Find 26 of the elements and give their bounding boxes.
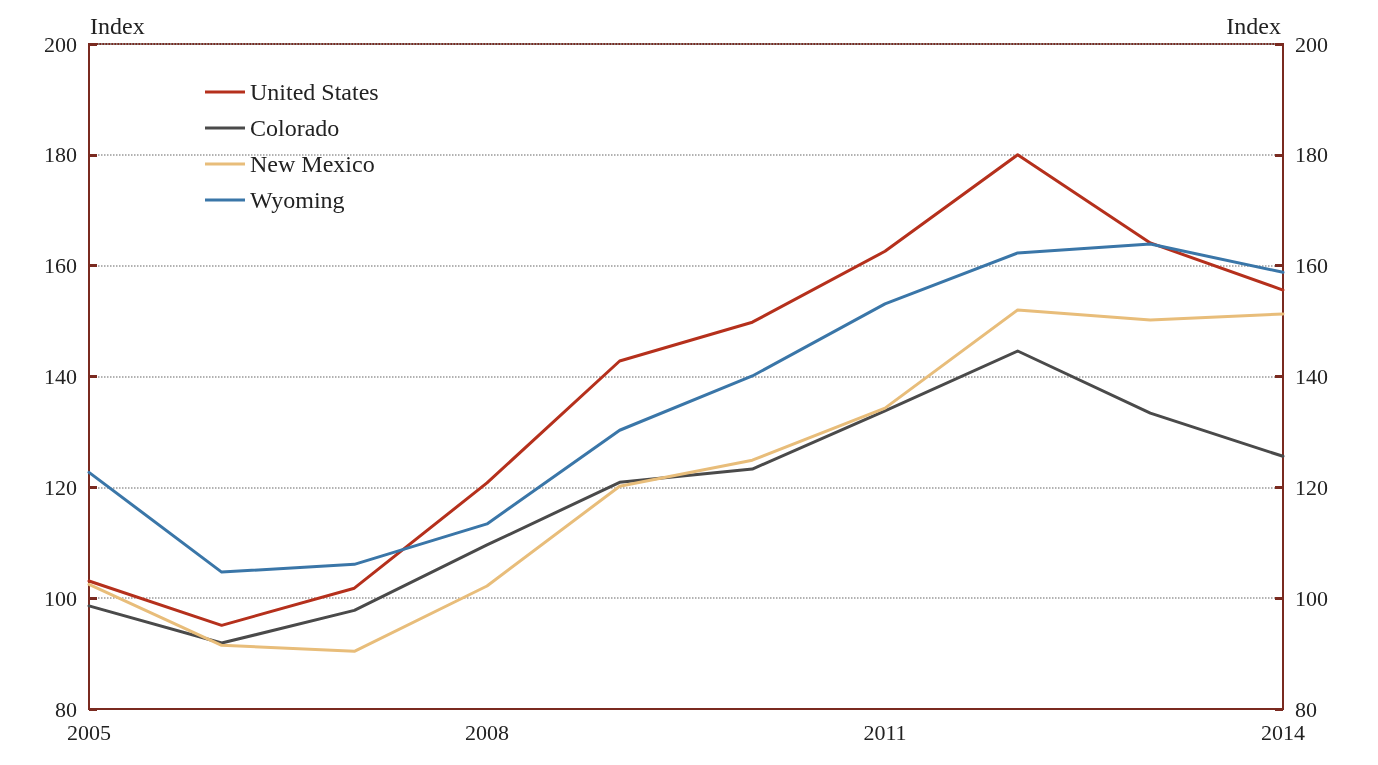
y2-tick-label: 140 — [1295, 364, 1328, 389]
line-series — [87, 242, 1285, 574]
y2-tick-label: 180 — [1295, 142, 1328, 168]
y-axis-title: Index — [90, 13, 145, 39]
y-tick-label: 100 — [44, 585, 77, 611]
y-tick-label: 200 — [44, 31, 77, 57]
x-tick-label: 2005 — [67, 719, 111, 745]
y2-tick-label: 160 — [1295, 253, 1328, 279]
line-series — [87, 153, 1285, 627]
y-tick-label: 180 — [44, 142, 77, 168]
y-tick-label: 80 — [55, 696, 77, 722]
y2-tick-label: 200 — [1295, 31, 1328, 57]
legend-label: United States — [250, 79, 379, 105]
y2-tick-label: 120 — [1295, 474, 1328, 500]
y2-axis-title: Index — [1226, 13, 1281, 39]
x-tick-label: 2008 — [465, 719, 509, 745]
legend-label: Wyoming — [250, 187, 345, 213]
legend-label: New Mexico — [250, 151, 375, 177]
y2-tick-label: 100 — [1295, 585, 1328, 611]
y-tick-label: 120 — [44, 474, 77, 500]
y-tick-label: 160 — [44, 253, 77, 279]
x-tick-label: 2011 — [863, 719, 907, 745]
y2-tick-label: 80 — [1295, 696, 1317, 722]
x-tick-label: 2014 — [1261, 719, 1305, 745]
legend-label: Colorado — [250, 115, 340, 141]
y-tick-label: 140 — [44, 364, 77, 389]
